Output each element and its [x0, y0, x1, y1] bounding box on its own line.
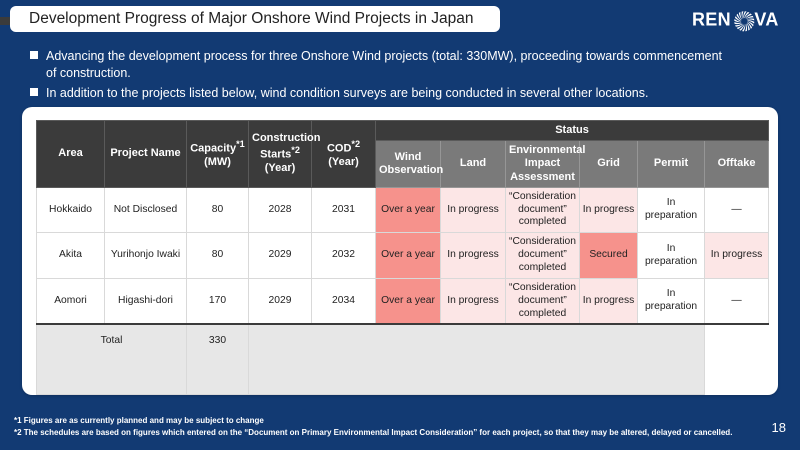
- svg-text:REN: REN: [692, 10, 731, 30]
- svg-text:VA: VA: [754, 10, 778, 30]
